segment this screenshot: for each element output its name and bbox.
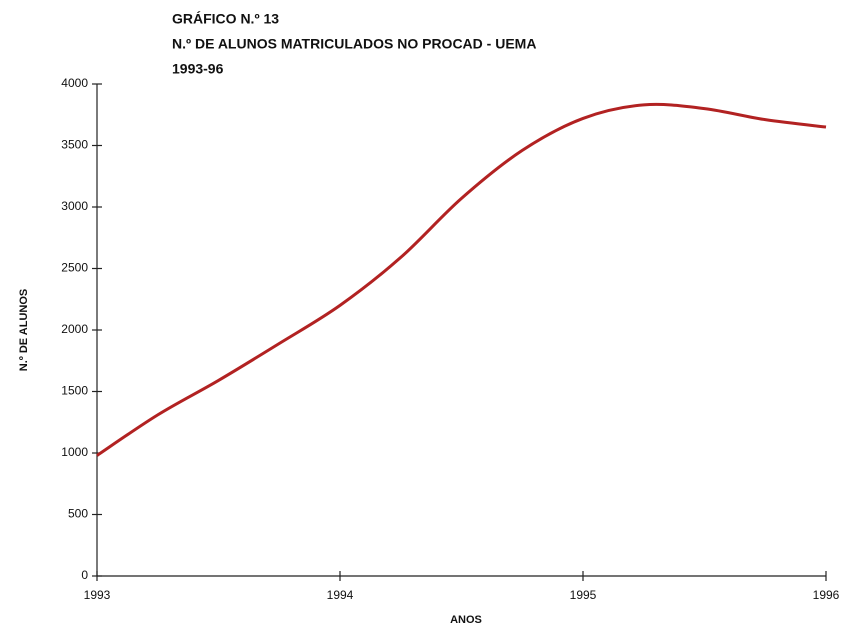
y-tick-label: 3500 xyxy=(61,138,88,152)
y-tick-label: 1500 xyxy=(61,384,88,398)
y-tick-label: 2000 xyxy=(61,322,88,336)
y-tick-label: 0 xyxy=(81,568,88,582)
y-tick-label: 2500 xyxy=(61,261,88,275)
data-line xyxy=(96,102,827,457)
x-tick-label: 1993 xyxy=(84,588,111,602)
y-axis-title: N.º DE ALUNOS xyxy=(18,289,30,371)
chart-title: GRÁFICO N.º 13 xyxy=(172,11,279,27)
y-tick-label: 4000 xyxy=(61,76,88,90)
y-tick-label: 1000 xyxy=(61,445,88,459)
y-tick-label: 500 xyxy=(68,507,88,521)
chart-subtitle: N.º DE ALUNOS MATRICULADOS NO PROCAD - U… xyxy=(172,36,536,52)
x-tick-label: 1996 xyxy=(813,588,840,602)
y-tick-label: 3000 xyxy=(61,199,88,213)
x-tick-label: 1995 xyxy=(570,588,597,602)
chart-period: 1993-96 xyxy=(172,61,224,77)
x-tick-label: 1994 xyxy=(327,588,354,602)
x-axis-title: ANOS xyxy=(450,614,482,626)
